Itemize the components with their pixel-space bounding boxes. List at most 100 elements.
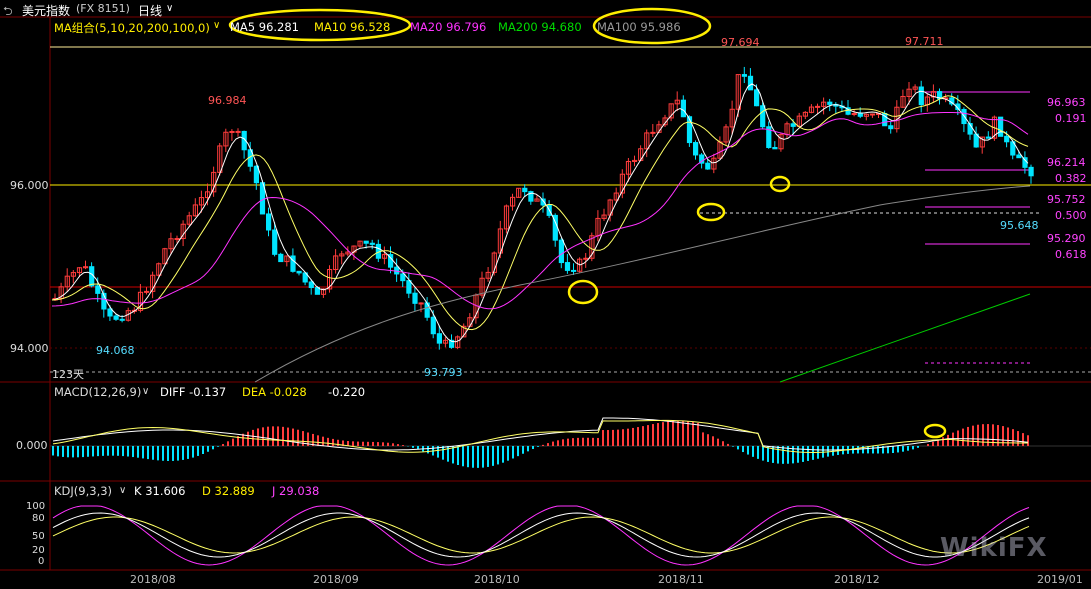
candle [1010, 139, 1016, 160]
candle [589, 232, 595, 262]
annotation-ellipses [228, 7, 947, 439]
back-arrow-icon[interactable]: ⮌ [3, 4, 13, 18]
candle [192, 198, 199, 217]
ma20-value: MA20 96.796 [410, 20, 487, 34]
y-axis-label-94: 94.000 [10, 342, 49, 355]
price-low-label-2: 93.793 [424, 366, 463, 379]
days-count-label: 123天 [52, 368, 84, 381]
macd-label[interactable]: MACD(12,26,9) [54, 385, 142, 399]
candle [229, 129, 235, 141]
candle [833, 102, 839, 114]
candle [235, 128, 241, 137]
candle [796, 112, 802, 128]
fib-price-0191: 96.963 [1047, 96, 1086, 109]
instrument-code: (FX 8151) [76, 2, 130, 15]
candle [638, 145, 644, 162]
candle [357, 240, 363, 248]
candle [625, 157, 632, 182]
candle [693, 140, 699, 160]
candle [296, 270, 302, 276]
candle [211, 166, 217, 197]
price-high-label-3: 97.711 [905, 35, 944, 48]
candle [156, 262, 162, 278]
candle [851, 109, 857, 117]
candle [418, 302, 424, 313]
ma20-line [51, 112, 1029, 310]
period-selector[interactable]: 日线 [138, 4, 163, 18]
macd-indicator [50, 417, 1091, 468]
candle [491, 251, 497, 276]
candle [808, 104, 815, 114]
candle [723, 124, 729, 146]
price-high-label-1: 96.984 [208, 94, 247, 107]
kdj-axis-100: 100 [26, 501, 46, 512]
ma10-value: MA10 96.528 [314, 20, 391, 34]
candle [137, 283, 144, 313]
candle [583, 252, 589, 268]
kdj-axis-80: 80 [32, 513, 45, 524]
kdj-k-value: K 31.606 [134, 484, 186, 498]
candle [70, 269, 77, 284]
candle [998, 116, 1004, 137]
candle [455, 335, 461, 350]
x-axis-label-oct: 2018/10 [474, 573, 520, 586]
candle [888, 121, 894, 134]
candle [327, 265, 333, 293]
candle [668, 103, 674, 122]
moving-averages [51, 83, 1031, 383]
candle [198, 190, 205, 213]
candle [686, 115, 693, 147]
candle [540, 192, 546, 213]
macd-diff-value: DIFF -0.137 [160, 385, 227, 399]
fib-ratio-0382: 0.382 [1055, 172, 1087, 185]
kdj-j-line [52, 505, 1030, 566]
candle [815, 103, 821, 115]
ma-group-label[interactable]: MA组合(5,10,20,200,100,0) [54, 21, 210, 35]
candle [381, 246, 388, 265]
macd-cross-ellipse [923, 423, 947, 439]
candle [674, 91, 680, 112]
candle [473, 293, 479, 324]
candle [253, 165, 260, 190]
candle [162, 247, 168, 265]
candle [186, 211, 192, 227]
candle [766, 121, 772, 149]
ma-highlight-ellipse-1 [228, 8, 412, 42]
kdj-label[interactable]: KDJ(9,3,3) [54, 484, 113, 498]
candle [442, 337, 449, 348]
candle [412, 287, 418, 311]
macd-chevron-down-icon[interactable]: ∨ [142, 386, 150, 397]
price-low-label-3: 95.648 [1000, 219, 1039, 232]
candle [339, 250, 345, 265]
candle [619, 169, 625, 199]
candle [973, 126, 979, 148]
title-bar: ⮌ 美元指数 (FX 8151) 日线 ∨ [0, 0, 1091, 18]
candle [333, 249, 339, 274]
kdj-chevron-down-icon[interactable]: ∨ [119, 485, 127, 496]
candle [845, 99, 851, 116]
candle [101, 289, 107, 318]
candle [729, 100, 735, 135]
candle [223, 128, 229, 153]
candles-group [52, 66, 1034, 350]
candle [272, 222, 278, 257]
candle [113, 313, 119, 321]
macd-diff-line [52, 417, 1029, 451]
candle [394, 258, 400, 282]
candle [930, 84, 937, 103]
price-low-label-1: 94.068 [96, 344, 135, 357]
chevron-down-icon[interactable]: ∨ [166, 3, 174, 14]
candle [802, 111, 808, 120]
kdj-d-value: D 32.889 [202, 484, 255, 498]
ma200-line [779, 293, 1031, 383]
candle [406, 272, 412, 299]
candle [937, 88, 943, 105]
candle [83, 260, 89, 270]
candle [955, 95, 961, 116]
candle [863, 113, 869, 121]
ma-chevron-down-icon[interactable]: ∨ [213, 20, 221, 31]
candle [76, 267, 83, 278]
ma100-value: MA100 95.986 [597, 20, 681, 34]
candle [266, 207, 272, 237]
